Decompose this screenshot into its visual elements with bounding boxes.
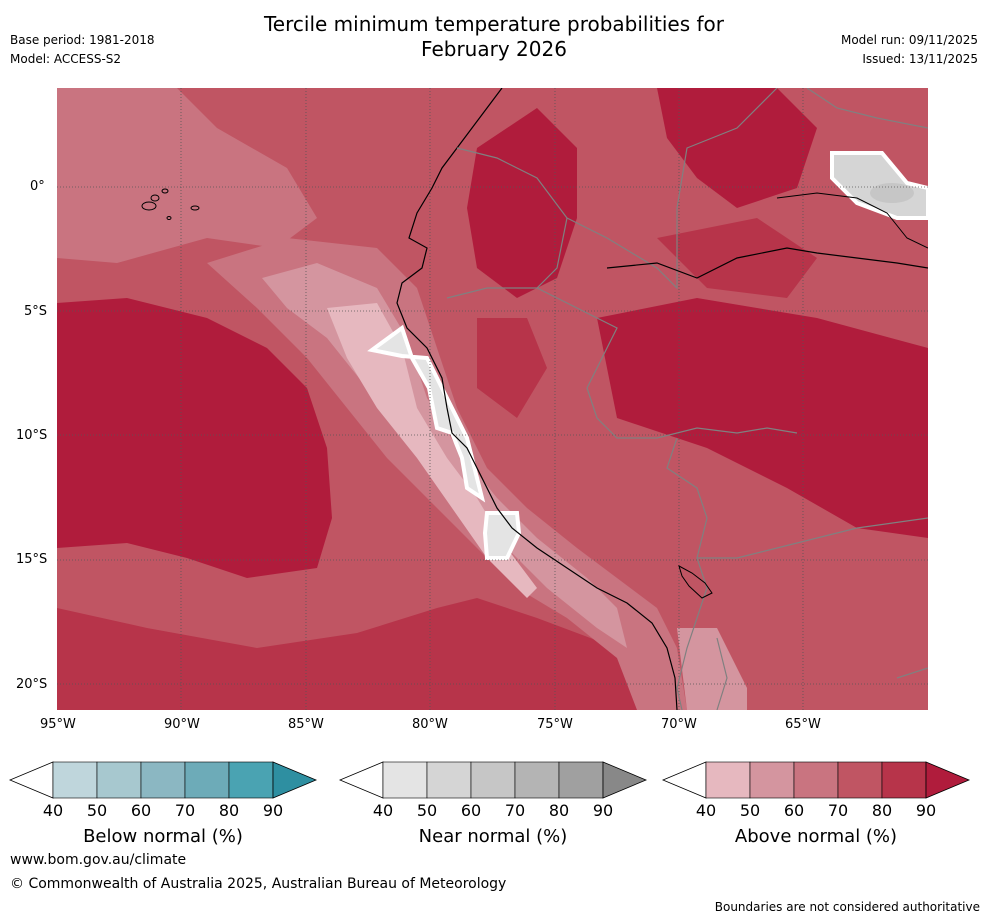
below-colorbar-max-extend <box>272 761 318 799</box>
model-text: Model: ACCESS-S2 <box>10 52 122 66</box>
near-colorbar-tick-label: 40 <box>372 801 394 820</box>
near-colorbar-tick-label: 90 <box>592 801 614 820</box>
near-colorbar-segment <box>382 761 428 799</box>
below-colorbar-segment <box>228 761 274 799</box>
copyright-text: © Commonwealth of Australia 2025, Austra… <box>10 876 507 892</box>
lon-tick-65w: 65°W <box>785 717 821 732</box>
nw-region <box>57 88 317 263</box>
probability-map <box>57 88 928 710</box>
lon-tick-80w: 80°W <box>412 717 448 732</box>
page-title: Tercile minimum temperature probabilitie… <box>0 12 988 62</box>
above-colorbar-tick-label: 50 <box>739 801 761 820</box>
near-colorbar-segment <box>558 761 604 799</box>
near-colorbar-segment <box>426 761 472 799</box>
above-colorbar-segment <box>881 761 927 799</box>
river-north <box>776 192 928 249</box>
title-line-1: Tercile minimum temperature probabilitie… <box>263 12 725 36</box>
below-colorbar-segment <box>140 761 186 799</box>
below-colorbar-tick-label: 90 <box>262 801 284 820</box>
lon-tick-95w: 95°W <box>40 717 76 732</box>
below-colorbar-segment <box>184 761 230 799</box>
title-line-2: February 2026 <box>421 37 567 61</box>
below-colorbar-tick-label: 40 <box>42 801 64 820</box>
below-colorbar-segment <box>96 761 142 799</box>
issued-text: Issued: 13/11/2025 <box>862 52 978 66</box>
disclaimer-text: Boundaries are not considered authoritat… <box>714 900 980 914</box>
base-period-text: Base period: 1981-2018 <box>10 33 155 47</box>
near-normal-core-ne <box>870 183 914 203</box>
coastline <box>396 88 678 710</box>
colorbar-below <box>8 761 318 799</box>
country-borders <box>446 88 928 710</box>
above-colorbar-max-extend <box>925 761 971 799</box>
ne-dark <box>657 88 817 208</box>
lat-tick-0: 0° <box>30 179 45 194</box>
coastal-dark-patch <box>477 318 547 418</box>
near-normal-label: Near normal (%) <box>418 826 568 847</box>
central-north-dark <box>467 108 577 298</box>
below-colorbar-tick-label: 80 <box>218 801 240 820</box>
above-colorbar-segment <box>837 761 883 799</box>
near-colorbar-tick-label: 80 <box>548 801 570 820</box>
above-colorbar-tick-label: 60 <box>783 801 805 820</box>
lat-tick-15s: 15°S <box>16 552 48 567</box>
lat-tick-20s: 20°S <box>16 677 48 692</box>
below-colorbar-tick-label: 60 <box>130 801 152 820</box>
near-colorbar-segment <box>470 761 516 799</box>
above-colorbar-tick-label: 70 <box>827 801 849 820</box>
near-colorbar-tick-label: 70 <box>504 801 526 820</box>
colorbar-near <box>338 761 648 799</box>
model-run-text: Model run: 09/11/2025 <box>840 33 978 47</box>
above-colorbar-tick-label: 80 <box>871 801 893 820</box>
above-colorbar-tick-label: 90 <box>915 801 937 820</box>
lon-tick-85w: 85°W <box>288 717 324 732</box>
above-colorbar-segment <box>793 761 839 799</box>
near-colorbar-max-extend <box>602 761 648 799</box>
above-colorbar-segment <box>749 761 795 799</box>
map-gridlines <box>57 88 928 710</box>
south-light-strip <box>677 628 747 710</box>
lon-tick-70w: 70°W <box>661 717 697 732</box>
website-link[interactable]: www.bom.gov.au/climate <box>10 852 187 868</box>
colorbars-svg <box>8 761 971 799</box>
near-normal-patch-south <box>482 511 522 560</box>
below-colorbar-min-extend <box>8 761 54 799</box>
near-colorbar-min-extend <box>338 761 384 799</box>
below-colorbar-tick-label: 50 <box>86 801 108 820</box>
east-dark-region <box>597 298 928 538</box>
lat-tick-5s: 5°S <box>24 304 48 319</box>
below-colorbar-tick-label: 70 <box>174 801 196 820</box>
above-colorbar-segment <box>705 761 751 799</box>
near-normal-patch-coast <box>367 324 486 503</box>
lon-tick-75w: 75°W <box>537 717 573 732</box>
lon-tick-90w: 90°W <box>164 717 200 732</box>
above-colorbar-min-extend <box>661 761 707 799</box>
above-colorbar-tick-label: 40 <box>695 801 717 820</box>
south-dark-region <box>57 598 657 710</box>
below-normal-label: Below normal (%) <box>83 826 243 847</box>
map-svg <box>57 88 928 710</box>
near-colorbar-tick-label: 60 <box>460 801 482 820</box>
near-colorbar-tick-label: 50 <box>416 801 438 820</box>
colorbar-above <box>661 761 971 799</box>
river-amazon <box>606 247 928 279</box>
near-colorbar-segment <box>514 761 560 799</box>
above-normal-label: Above normal (%) <box>734 826 898 847</box>
galapagos-islands <box>141 188 200 220</box>
west-dark-region <box>57 298 332 578</box>
lake-titicaca <box>678 564 713 599</box>
lat-tick-10s: 10°S <box>16 428 48 443</box>
below-colorbar-segment <box>52 761 98 799</box>
